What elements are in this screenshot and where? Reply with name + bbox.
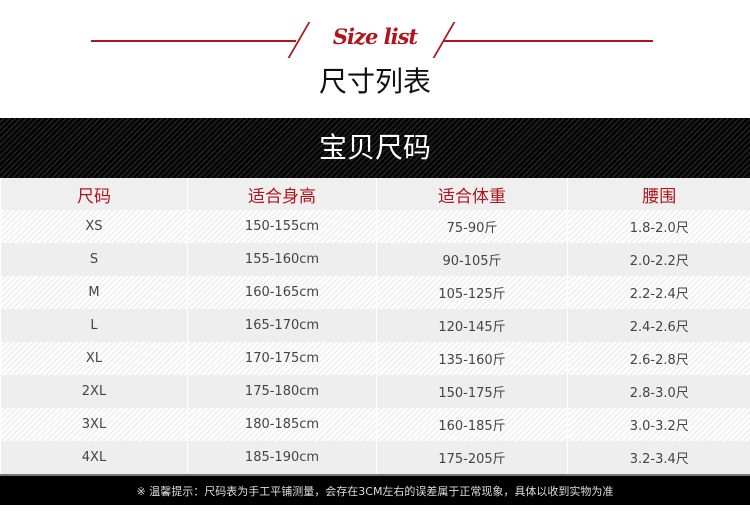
cell-waist: 2.2-2.4尺 bbox=[567, 276, 750, 309]
cell-height: 160-165cm bbox=[187, 276, 377, 309]
table-row: S 155-160cm 90-105斤 2.0-2.2尺 bbox=[0, 243, 750, 276]
cell-weight: 75-90斤 bbox=[376, 210, 568, 243]
cell-waist: 3.0-3.2尺 bbox=[567, 408, 750, 441]
cell-height: 175-180cm bbox=[187, 375, 377, 408]
cell-weight: 105-125斤 bbox=[376, 276, 568, 309]
cell-weight: 175-205斤 bbox=[376, 441, 568, 474]
decor-line-right bbox=[443, 40, 653, 42]
size-table: 尺码 适合身高 适合体重 腰围 XS 150-155cm 75-90斤 1.8-2.0… bbox=[0, 178, 750, 474]
title-en: Size list bbox=[332, 24, 418, 49]
cell-height: 155-160cm bbox=[187, 243, 377, 276]
col-waist: 腰围 bbox=[567, 178, 750, 210]
cell-height: 150-155cm bbox=[187, 210, 377, 243]
cell-weight: 160-185斤 bbox=[376, 408, 568, 441]
cell-height: 165-170cm bbox=[187, 309, 377, 342]
cell-weight: 150-175斤 bbox=[376, 375, 568, 408]
cell-height: 170-175cm bbox=[187, 342, 377, 375]
cell-size: XS bbox=[0, 210, 188, 243]
table-header: 尺码 适合身高 适合体重 腰围 bbox=[0, 178, 750, 210]
table-row: 2XL 175-180cm 150-175斤 2.8-3.0尺 bbox=[0, 375, 750, 408]
cell-waist: 2.8-3.0尺 bbox=[567, 375, 750, 408]
col-height: 适合身高 bbox=[187, 178, 377, 210]
section-band: 宝贝尺码 bbox=[0, 118, 750, 178]
table-row: XS 150-155cm 75-90斤 1.8-2.0尺 bbox=[0, 210, 750, 243]
table-row: 3XL 180-185cm 160-185斤 3.0-3.2尺 bbox=[0, 408, 750, 441]
cell-weight: 135-160斤 bbox=[376, 342, 568, 375]
cell-waist: 2.0-2.2尺 bbox=[567, 243, 750, 276]
header: Size list 尺寸列表 bbox=[0, 0, 750, 118]
cell-weight: 90-105斤 bbox=[376, 243, 568, 276]
cell-height: 180-185cm bbox=[187, 408, 377, 441]
decor-line-left bbox=[91, 40, 296, 42]
footer-note: ※ 温馨提示：尺码表为手工平铺测量，会存在3CM左右的误差属于正常现象，具体以收… bbox=[0, 474, 750, 505]
cell-height: 185-190cm bbox=[187, 441, 377, 474]
title-cn: 尺寸列表 bbox=[318, 65, 431, 98]
cell-size: L bbox=[0, 309, 188, 342]
cell-weight: 120-145斤 bbox=[376, 309, 568, 342]
cell-size: S bbox=[0, 243, 188, 276]
cell-size: 4XL bbox=[0, 441, 188, 474]
table-row: M 160-165cm 105-125斤 2.2-2.4尺 bbox=[0, 276, 750, 309]
table-row: 4XL 185-190cm 175-205斤 3.2-3.4尺 bbox=[0, 441, 750, 474]
cell-size: XL bbox=[0, 342, 188, 375]
cell-size: 2XL bbox=[0, 375, 188, 408]
cell-waist: 3.2-3.4尺 bbox=[567, 441, 750, 474]
col-weight: 适合体重 bbox=[376, 178, 568, 210]
cell-waist: 2.4-2.6尺 bbox=[567, 309, 750, 342]
cell-waist: 2.6-2.8尺 bbox=[567, 342, 750, 375]
cell-size: M bbox=[0, 276, 188, 309]
col-size: 尺码 bbox=[0, 178, 188, 210]
cell-size: 3XL bbox=[0, 408, 188, 441]
table-row: XL 170-175cm 135-160斤 2.6-2.8尺 bbox=[0, 342, 750, 375]
table-row: L 165-170cm 120-145斤 2.4-2.6尺 bbox=[0, 309, 750, 342]
cell-waist: 1.8-2.0尺 bbox=[567, 210, 750, 243]
